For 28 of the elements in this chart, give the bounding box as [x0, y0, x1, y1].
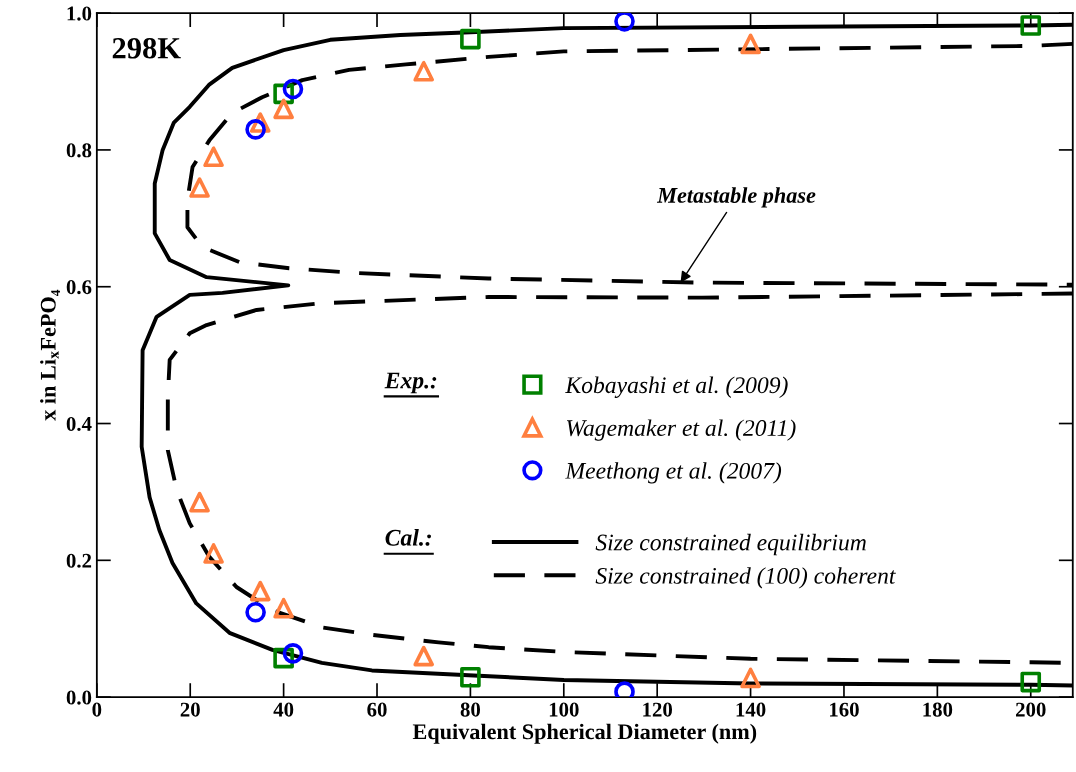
- x-tick-label: 160: [830, 702, 859, 717]
- y-tick-label: 0.4: [66, 416, 92, 432]
- y-tick-label: 0.0: [66, 690, 92, 705]
- annotation: 298K: [112, 37, 181, 59]
- x-tick-label: 40: [273, 702, 294, 717]
- x-tick-label: 180: [923, 702, 953, 717]
- legend-label: Meethong et al. (2007): [565, 462, 782, 484]
- x-tick-label: 140: [736, 702, 766, 717]
- x-tick-label: 60: [367, 702, 387, 717]
- x-tick-label: 80: [460, 702, 481, 717]
- y-tick-label: 1.0: [67, 6, 92, 21]
- legend-label: Size constrained (100) coherent: [595, 567, 896, 589]
- y-axis-title: x in Li$_{x}$FePO₄: [40, 289, 60, 421]
- x-axis-title: Equivalent Spherical Diameter (nm): [412, 723, 757, 744]
- annotation: Exp.:: [384, 372, 437, 394]
- y-tick-label: 0.8: [66, 143, 92, 158]
- legend-label: Kobayashi et al. (2009): [565, 376, 788, 398]
- annotation: Metastable phase: [656, 187, 816, 208]
- x-tick-label: 120: [643, 702, 673, 717]
- x-tick-label: 200: [1016, 702, 1046, 717]
- x-tick-label: 0: [92, 702, 102, 717]
- y-tick-label: 0.2: [66, 553, 92, 568]
- legend-label: Wagemaker et al. (2011): [567, 419, 796, 441]
- y-tick-label: 0.6: [66, 280, 92, 295]
- legend-label: Size constrained equilibrium: [595, 533, 866, 556]
- annotation: Cal.:: [385, 529, 431, 546]
- x-tick-label: 20: [180, 702, 200, 717]
- x-tick-label: 100: [549, 702, 579, 717]
